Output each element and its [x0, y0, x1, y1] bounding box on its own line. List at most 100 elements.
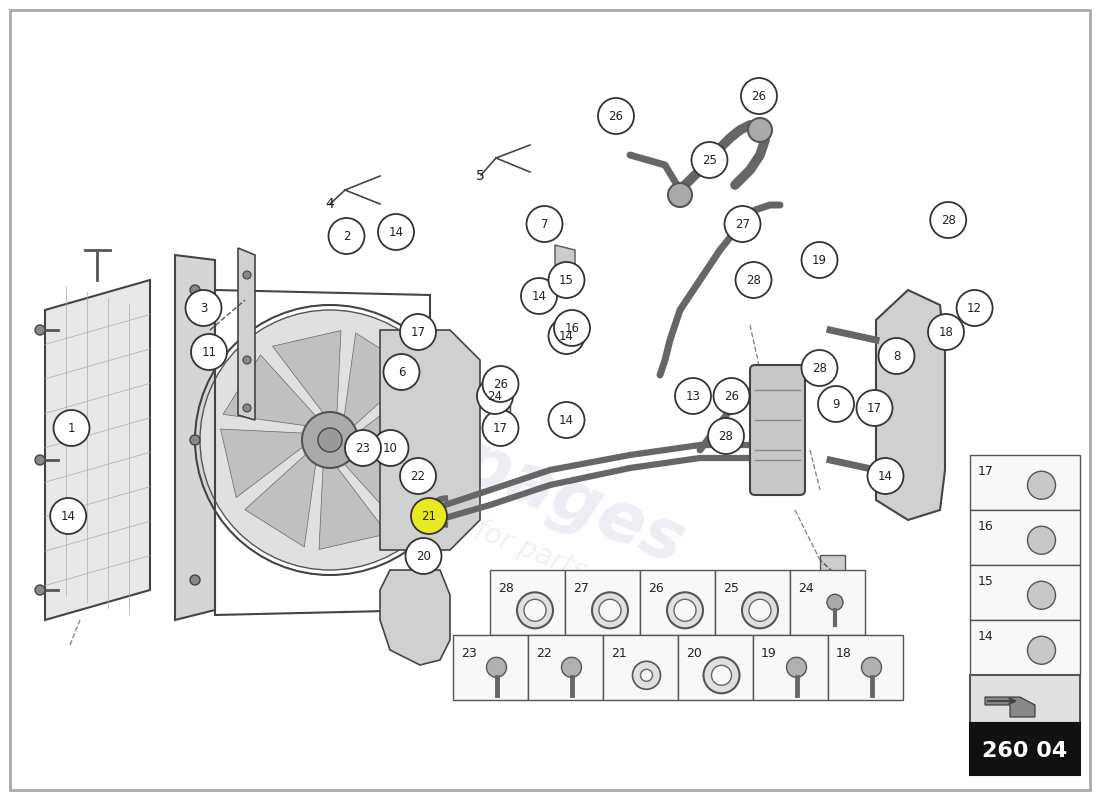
Text: europages: europages: [286, 362, 694, 578]
Circle shape: [318, 428, 342, 452]
Text: 22: 22: [410, 470, 426, 482]
Bar: [528, 635, 603, 700]
Text: 14: 14: [878, 470, 893, 482]
Circle shape: [931, 202, 966, 238]
Circle shape: [483, 366, 518, 402]
Polygon shape: [379, 330, 480, 550]
Text: 23: 23: [461, 647, 476, 660]
Polygon shape: [984, 697, 1035, 717]
Circle shape: [411, 498, 447, 534]
Text: 28: 28: [812, 362, 827, 374]
Circle shape: [928, 314, 964, 350]
Text: 19: 19: [812, 254, 827, 266]
Circle shape: [329, 218, 364, 254]
Circle shape: [190, 575, 200, 585]
Circle shape: [1027, 526, 1056, 554]
Circle shape: [378, 214, 414, 250]
Bar: [970, 510, 1080, 565]
Circle shape: [879, 338, 914, 374]
Bar: [565, 570, 640, 635]
Text: 26: 26: [724, 390, 739, 402]
Circle shape: [786, 658, 806, 678]
Circle shape: [712, 666, 732, 686]
Text: 21: 21: [421, 510, 437, 522]
Circle shape: [561, 658, 582, 678]
Bar: [970, 620, 1080, 675]
Text: 25: 25: [723, 582, 739, 595]
Circle shape: [957, 290, 992, 326]
Text: 5: 5: [475, 169, 484, 183]
Text: 26: 26: [648, 582, 663, 595]
Text: 13: 13: [685, 390, 701, 402]
Text: 9: 9: [833, 398, 839, 410]
Text: 11: 11: [201, 346, 217, 358]
Text: 28: 28: [746, 274, 761, 286]
Circle shape: [714, 378, 749, 414]
Bar: [970, 455, 1080, 510]
Circle shape: [868, 458, 903, 494]
Text: 4: 4: [326, 197, 334, 211]
Circle shape: [54, 410, 89, 446]
FancyBboxPatch shape: [750, 365, 805, 495]
Circle shape: [524, 599, 546, 622]
Polygon shape: [379, 570, 450, 665]
Circle shape: [373, 430, 408, 466]
Text: 20: 20: [416, 550, 431, 562]
Text: 12: 12: [967, 302, 982, 314]
Circle shape: [486, 658, 506, 678]
Polygon shape: [358, 382, 440, 451]
Circle shape: [640, 670, 652, 682]
Bar: [790, 570, 865, 635]
Text: 26: 26: [608, 110, 624, 122]
Bar: [490, 570, 565, 635]
Circle shape: [554, 310, 590, 346]
Circle shape: [243, 271, 251, 279]
Circle shape: [406, 538, 441, 574]
Circle shape: [725, 206, 760, 242]
Bar: [970, 565, 1080, 620]
Text: 28: 28: [940, 214, 956, 226]
Text: 1: 1: [68, 422, 75, 434]
Text: 16: 16: [564, 322, 580, 334]
Circle shape: [527, 206, 562, 242]
Circle shape: [708, 418, 744, 454]
Bar: [453, 635, 528, 700]
Text: 14: 14: [388, 226, 404, 238]
Polygon shape: [245, 454, 316, 547]
Circle shape: [741, 78, 777, 114]
Text: 18: 18: [836, 647, 851, 660]
Circle shape: [345, 430, 381, 466]
Circle shape: [827, 594, 843, 610]
Circle shape: [477, 378, 513, 414]
Polygon shape: [238, 248, 255, 420]
Text: 15: 15: [559, 274, 574, 286]
Circle shape: [400, 458, 436, 494]
Circle shape: [521, 278, 557, 314]
Polygon shape: [220, 429, 302, 498]
Polygon shape: [344, 454, 437, 525]
Circle shape: [598, 98, 634, 134]
Text: 3: 3: [200, 302, 207, 314]
Text: 17: 17: [493, 422, 508, 434]
Circle shape: [200, 310, 460, 570]
Bar: [640, 570, 715, 635]
Circle shape: [549, 262, 584, 298]
Polygon shape: [344, 333, 415, 426]
Circle shape: [35, 455, 45, 465]
Circle shape: [35, 585, 45, 595]
Text: 14: 14: [60, 510, 76, 522]
Circle shape: [51, 498, 86, 534]
Circle shape: [35, 325, 45, 335]
Polygon shape: [820, 555, 845, 590]
Text: 6: 6: [398, 366, 405, 378]
Text: 20: 20: [686, 647, 702, 660]
Circle shape: [400, 314, 436, 350]
Text: a passion for parts since 1985: a passion for parts since 1985: [340, 463, 740, 646]
Text: 28: 28: [498, 582, 514, 595]
Bar: [754, 635, 828, 700]
Text: 7: 7: [541, 218, 548, 230]
Text: 26: 26: [751, 90, 767, 102]
Polygon shape: [223, 355, 316, 426]
Text: 2: 2: [343, 230, 350, 242]
Text: 23: 23: [355, 442, 371, 454]
